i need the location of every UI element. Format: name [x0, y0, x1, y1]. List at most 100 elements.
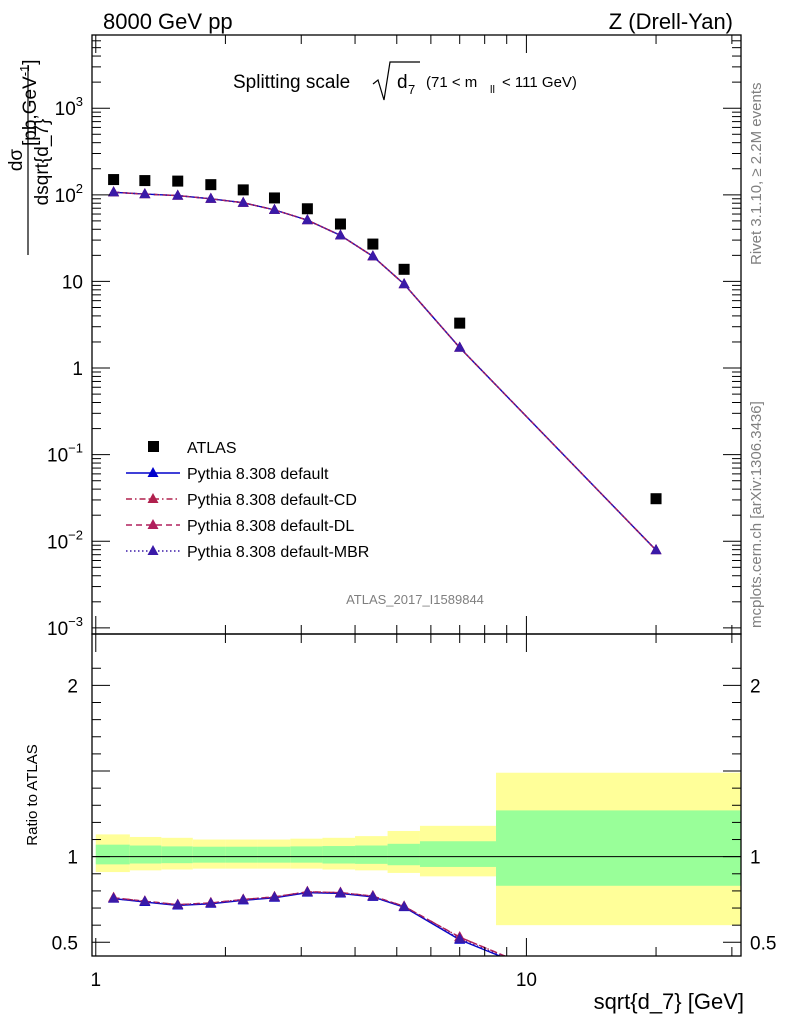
mc-marker: [268, 203, 280, 214]
title-mass-subscript: ll: [490, 84, 495, 96]
green-band-bin: [387, 843, 420, 866]
green-band-bin: [192, 846, 226, 863]
green-band-bin: [496, 810, 741, 886]
sqrt-symbol: [372, 61, 420, 101]
ratio-y-tick-label-right: 2: [750, 676, 761, 697]
ratio-y-tick-label-left: 0.5: [52, 933, 78, 954]
legend-label: Pythia 8.308 default-MBR: [187, 544, 369, 561]
main-y-axis-units: [pb,GeV-1]: [17, 59, 41, 146]
ratio-marker: [108, 892, 120, 903]
ratio-marker: [334, 887, 346, 898]
title-variable: d: [397, 72, 408, 93]
atlas-data-point: [367, 238, 379, 250]
atlas-data-points: [108, 174, 662, 505]
header-right-label: Z (Drell-Yan): [609, 9, 733, 34]
y-units-end: ]: [20, 59, 41, 64]
atlas-data-point: [398, 263, 410, 275]
y-label-denominator: dsqrt{d_7}: [32, 119, 53, 206]
mc-marker: [367, 250, 379, 261]
atlas-data-point: [205, 179, 217, 191]
atlas-data-point: [650, 493, 662, 505]
mc-marker: [139, 188, 151, 199]
x-axis-label: sqrt{d_7} [GeV]: [594, 989, 744, 1014]
y-tick-label: 10−3: [47, 614, 83, 640]
atlas-data-point: [268, 192, 280, 204]
y-label-numerator: dσ: [6, 149, 27, 172]
mc-curve-2: [113, 191, 657, 551]
ratio-marker: [139, 895, 151, 906]
mc-marker: [454, 341, 466, 352]
atlas-data-point: [172, 175, 184, 187]
ratio-marker: [172, 898, 184, 909]
mc-marker: [237, 196, 249, 207]
legend-marker: [147, 519, 159, 529]
ratio-y-axis-label: Ratio to ATLAS: [24, 744, 41, 845]
title-text: Splitting scale: [233, 72, 350, 93]
legend: ATLAS Pythia 8.308 default Pythia 8.308 de…: [126, 440, 369, 561]
atlas-data-point: [301, 203, 313, 215]
title-mass-range-start: (71 < m: [426, 74, 477, 91]
rivet-version-label: Rivet 3.1.10, ≥ 2.2M events: [748, 83, 765, 266]
atlas-data-point: [139, 175, 151, 187]
main-y-axis-label: dσ dsqrt{d_7}: [6, 65, 53, 255]
legend-marker: [147, 545, 159, 555]
y-units-text: [pb,GeV: [20, 76, 41, 146]
ratio-plot-frame: [91, 633, 742, 957]
green-band-bin: [129, 845, 162, 864]
mc-marker: [108, 186, 120, 197]
legend-label: Pythia 8.308 default: [187, 466, 329, 483]
ratio-curve-line: [113, 891, 507, 956]
mcplots-reference-label: mcplots.cern.ch [arXiv:1306.3436]: [748, 401, 765, 628]
legend-atlas-marker: [148, 441, 159, 452]
analysis-watermark: ATLAS_2017_I1589844: [346, 592, 484, 607]
green-band-bin: [95, 844, 130, 865]
green-band-bin: [257, 846, 291, 863]
ratio-curve-line: [113, 891, 504, 956]
legend-label: Pythia 8.308 default-CD: [187, 492, 357, 509]
green-band-bin: [161, 846, 193, 864]
ratio-series-4: [108, 886, 504, 956]
ratio-marker: [398, 900, 410, 911]
x-tick-label: 1: [90, 970, 101, 991]
mc-marker: [398, 278, 410, 289]
ratio-marker: [237, 893, 249, 904]
plot-title: Splitting scale d 7 (71 < m ll < 111 GeV…: [233, 61, 577, 101]
header-left-label: 8000 GeV pp: [103, 9, 233, 34]
y-tick-label: 10−1: [47, 441, 83, 467]
legend-marker: [147, 493, 159, 503]
y-tick-label: 103: [55, 94, 83, 120]
main-curves: [108, 186, 662, 555]
mc-marker: [172, 189, 184, 200]
green-band-bin: [290, 846, 323, 863]
green-band-bin: [419, 841, 497, 867]
ratio-marker: [301, 886, 313, 897]
mc-marker: [334, 229, 346, 240]
green-band-bin: [355, 845, 388, 864]
y-tick-label: 10: [62, 272, 83, 293]
y-tick-label: 102: [55, 181, 83, 207]
ratio-marker: [205, 897, 217, 908]
y-units-exponent: -1: [17, 65, 32, 77]
ratio-marker: [454, 932, 466, 943]
ratio-y-tick-label-right: 1: [750, 848, 761, 869]
ratio-marker: [268, 891, 280, 902]
title-mass-range-end: < 111 GeV): [502, 74, 577, 91]
atlas-data-point: [108, 174, 120, 186]
y-tick-label: 1: [72, 359, 83, 380]
ratio-curve-line: [113, 891, 507, 956]
atlas-data-point: [454, 317, 466, 329]
legend-label: Pythia 8.308 default-DL: [187, 518, 354, 535]
ratio-y-tick-label-right: 0.5: [750, 933, 776, 954]
ratio-series-1: [108, 886, 502, 956]
mc-marker: [205, 192, 217, 203]
svg-text:[pb,GeV-1]: [pb,GeV-1]: [17, 59, 41, 146]
ratio-y-tick-label-left: 1: [67, 848, 78, 869]
atlas-data-point: [237, 184, 249, 196]
green-band-bin: [225, 846, 258, 863]
ratio-uncertainty-bands: [92, 772, 741, 926]
green-band-bin: [322, 846, 356, 864]
legend-marker: [147, 467, 159, 477]
mc-marker: [301, 214, 313, 225]
